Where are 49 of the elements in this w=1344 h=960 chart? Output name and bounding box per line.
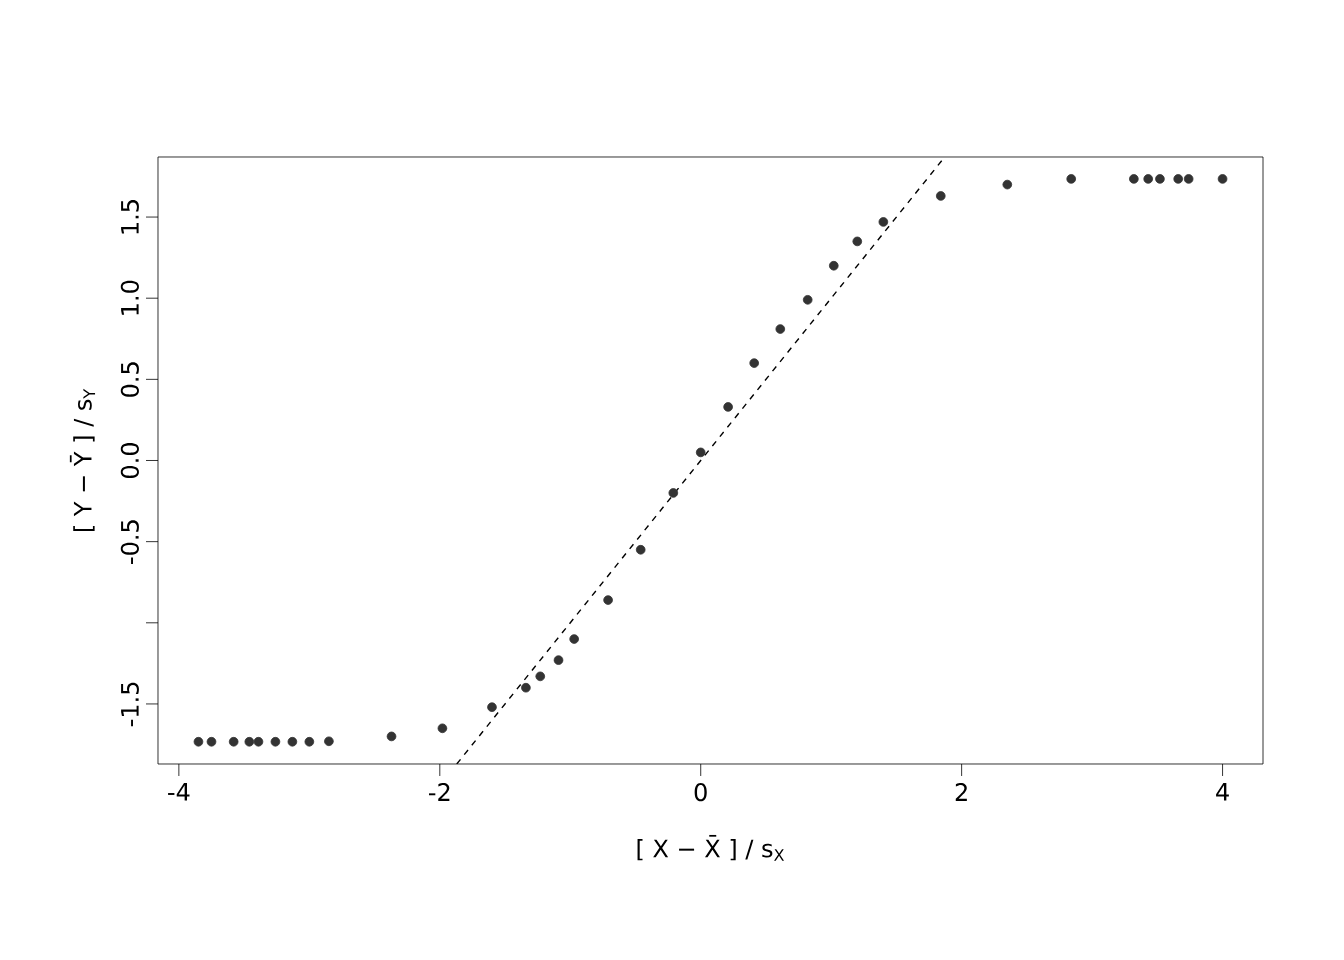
point: [521, 682, 531, 693]
point: [852, 236, 863, 247]
y-tick-label: 0.0: [120, 443, 139, 479]
point: [695, 447, 706, 458]
point: [935, 191, 946, 201]
x-tick-label: 2: [955, 783, 967, 801]
point: [553, 655, 564, 665]
point: [1173, 174, 1183, 184]
x-tick-label: 4: [1216, 783, 1229, 801]
point: [668, 488, 679, 498]
point: [569, 634, 579, 644]
point: [1129, 174, 1139, 184]
x-tick-label: -4: [168, 783, 190, 801]
y-tick-label: 1.0: [120, 280, 139, 315]
point: [253, 736, 264, 747]
y-tick-label: 1.5: [121, 200, 139, 234]
point: [878, 217, 889, 227]
point: [287, 736, 298, 747]
x-tick-label: -2: [428, 783, 450, 801]
x-axis-title: [ X − X̄ ] / s$_{X}$: [637, 834, 785, 861]
y-tick-label: 0.5: [120, 362, 139, 397]
point: [324, 736, 334, 747]
point: [304, 736, 315, 747]
point: [206, 736, 217, 747]
point: [193, 736, 204, 747]
point: [723, 402, 733, 412]
point: [749, 358, 760, 368]
point: [1217, 174, 1228, 184]
point: [270, 736, 281, 747]
point: [244, 736, 255, 747]
y-tick-label: -1.5: [121, 682, 139, 727]
point: [487, 702, 497, 712]
point: [635, 544, 646, 555]
point: [386, 731, 397, 742]
y-axis-title: [ Y − Ȳ ] / s$_{Y}$: [69, 388, 96, 532]
y-tick-label: -0.5: [120, 520, 139, 564]
point: [828, 260, 839, 271]
point: [775, 324, 786, 334]
point: [1143, 174, 1153, 184]
x-tick-label: 0: [694, 783, 707, 802]
point: [1155, 174, 1165, 184]
point: [1002, 179, 1013, 190]
point: [1066, 174, 1077, 184]
point: [437, 723, 448, 734]
point: [228, 736, 239, 747]
point: [535, 671, 546, 682]
point: [802, 295, 813, 305]
point: [1183, 174, 1194, 184]
point: [603, 595, 613, 605]
